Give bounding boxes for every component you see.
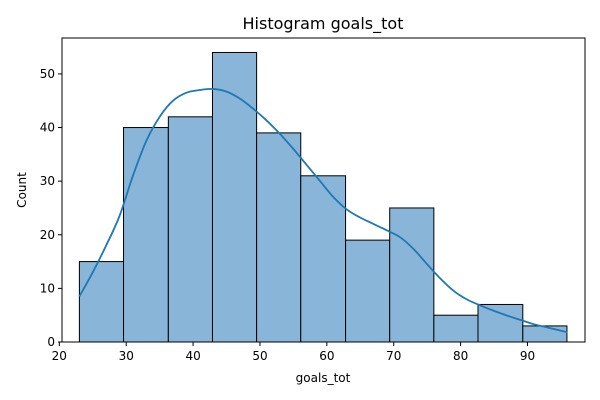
y-tick-label: 40 — [40, 121, 55, 135]
x-tick-label: 60 — [319, 349, 334, 363]
histogram-bar-0 — [78, 261, 125, 343]
x-tick-label: 30 — [119, 349, 134, 363]
histogram-bar-9 — [477, 303, 524, 343]
x-tick-label: 50 — [252, 349, 267, 363]
chart-title: Histogram goals_tot — [243, 14, 404, 34]
y-tick-label: 20 — [40, 228, 55, 242]
y-tick-label: 10 — [40, 281, 55, 295]
x-tick-label: 90 — [520, 349, 535, 363]
histogram-bar-8 — [433, 314, 479, 343]
histogram-bar-2 — [167, 116, 213, 343]
x-tick-label: 20 — [52, 349, 67, 363]
x-axis-label: goals_tot — [296, 371, 351, 385]
histogram-bar-4 — [256, 132, 302, 343]
x-tick-label: 40 — [185, 349, 200, 363]
y-axis-ticks: 0 10 20 30 40 50 — [40, 67, 62, 349]
plot-frame — [61, 37, 586, 343]
x-tick-label: 70 — [386, 349, 401, 363]
histogram-bar-3 — [211, 51, 258, 343]
y-tick-label: 30 — [40, 174, 55, 188]
histogram-bar-1 — [123, 127, 169, 343]
y-tick-label: 0 — [47, 335, 55, 349]
y-axis-label: Count — [15, 172, 29, 208]
histogram-bar-6 — [345, 239, 391, 343]
y-tick-label: 50 — [40, 67, 55, 81]
histogram-bar-7 — [389, 207, 435, 343]
histogram-bar-5 — [300, 175, 347, 343]
histogram-bar-10 — [522, 325, 568, 343]
kde-curve — [78, 87, 568, 334]
x-axis-ticks: 20 30 40 50 60 70 80 90 — [52, 342, 535, 363]
bars-group — [78, 51, 568, 343]
x-tick-label: 80 — [453, 349, 468, 363]
